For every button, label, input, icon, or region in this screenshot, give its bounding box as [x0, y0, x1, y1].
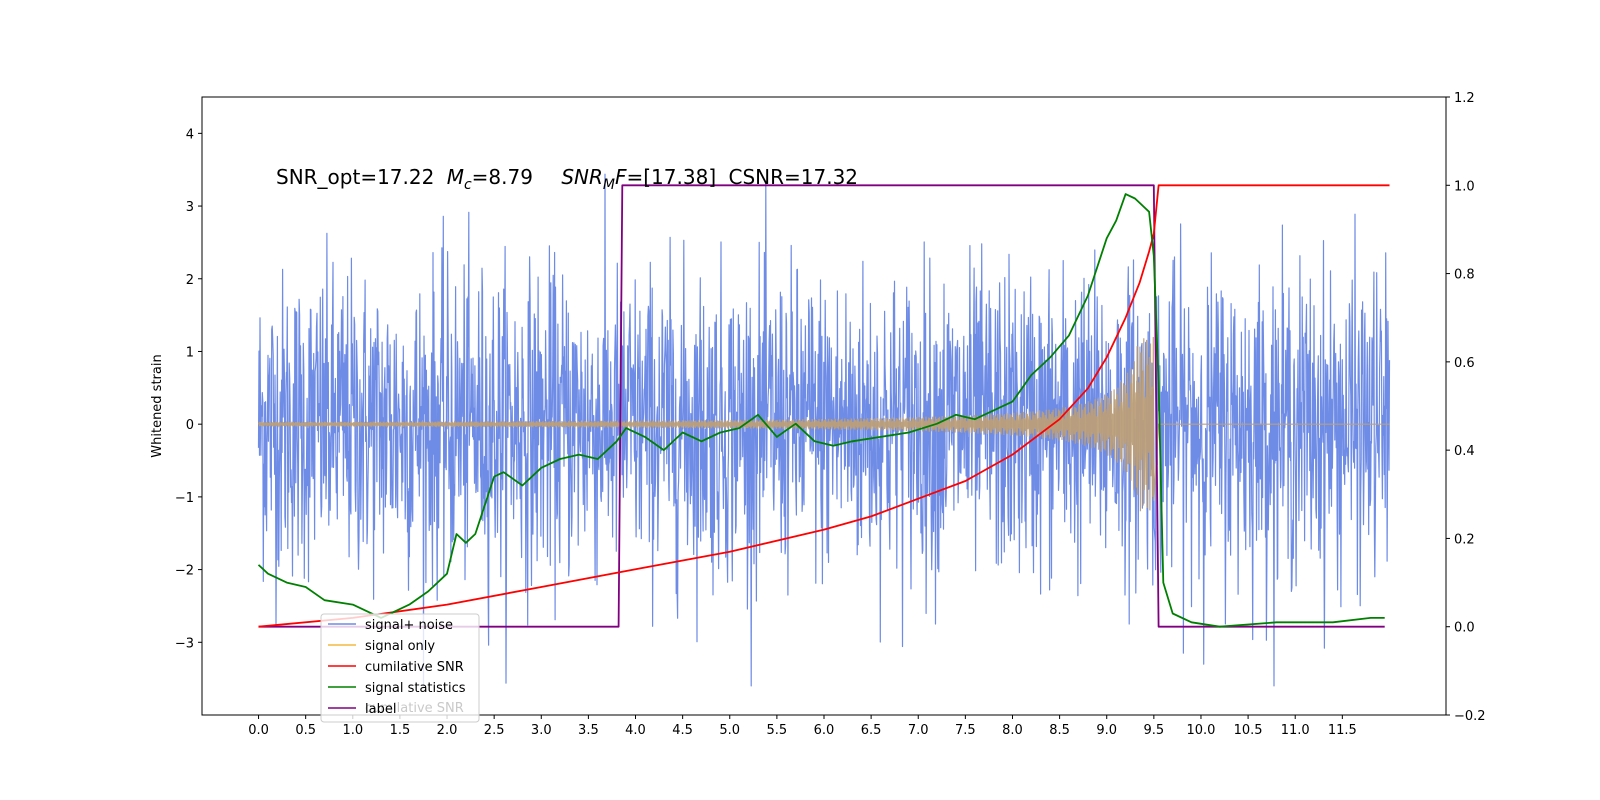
y-right-tick-label: 0.6 — [1454, 356, 1475, 371]
x-tick-label: 0.5 — [295, 723, 316, 738]
legend: cumilative SNR signal+ noise signal only… — [320, 613, 480, 723]
signal-only-line — [257, 336, 1390, 512]
x-tick-label: 7.0 — [908, 723, 929, 738]
y-left-tick-label: 4 — [186, 127, 194, 142]
x-tick-label: 11.5 — [1328, 723, 1357, 738]
mc-sub: c — [464, 177, 472, 193]
x-tick-label: 4.5 — [672, 723, 693, 738]
legend-ghost-text: cumilative SNR — [365, 701, 464, 716]
line-series-group — [257, 184, 1390, 628]
legend-label-signal-noise: signal+ noise — [365, 618, 453, 633]
signal-only-series — [257, 336, 1390, 512]
y-right-tick-label: 0.0 — [1454, 621, 1475, 636]
x-axis: 0.0 0.5 1.0 1.5 2.0 2.5 3.0 3.5 4.0 4.5 5.0 5.5 6.0 6… — [248, 715, 1357, 738]
snr-annotation: SNR_opt=17.22 Mc=8.79 SNRMF=[17.38] CSNR… — [276, 165, 858, 193]
x-tick-label: 1.5 — [390, 723, 411, 738]
y-axis-label: Whitened strain — [150, 354, 165, 457]
x-tick-label: 2.0 — [437, 723, 458, 738]
y-left-tick-label: −2 — [175, 564, 194, 579]
snr-mf-value: =[17.38] — [627, 165, 717, 189]
x-tick-label: 0.0 — [248, 723, 269, 738]
x-tick-label: 10.0 — [1186, 723, 1215, 738]
x-tick-label: 4.0 — [625, 723, 646, 738]
x-tick-label: 3.5 — [578, 723, 599, 738]
x-tick-label: 6.5 — [861, 723, 882, 738]
x-tick-label: 1.0 — [342, 723, 363, 738]
y-axis-left: −3 −2 −1 0 1 2 3 4 — [175, 127, 202, 651]
y-left-tick-label: −3 — [175, 636, 194, 651]
legend-label-signal-statistics: signal statistics — [365, 681, 466, 696]
y-left-tick-label: 1 — [186, 345, 194, 360]
mc-symbol: M — [447, 165, 464, 189]
x-tick-label: 8.5 — [1049, 723, 1070, 738]
y-right-tick-label: 0.4 — [1454, 444, 1475, 459]
snr-mf-rest: F — [615, 165, 627, 189]
y-left-tick-label: 0 — [186, 418, 194, 433]
x-tick-label: 5.5 — [767, 723, 788, 738]
legend-label-cumilative-snr: cumilative SNR — [365, 660, 464, 675]
x-tick-label: 8.0 — [1002, 723, 1023, 738]
signal-noise-line — [257, 173, 1391, 687]
y-right-tick-label: −0.2 — [1454, 709, 1486, 724]
x-tick-label: 5.0 — [719, 723, 740, 738]
cumilative-snr-line — [258, 184, 1390, 628]
y-left-tick-label: −1 — [175, 491, 194, 506]
y-left-tick-label: 3 — [186, 200, 194, 215]
label-line — [258, 184, 1385, 628]
snr-opt-text: SNR_opt=17.22 — [276, 165, 434, 189]
y-left-tick-label: 2 — [186, 273, 194, 288]
legend-label-label: label — [365, 702, 396, 717]
x-tick-label: 3.0 — [531, 723, 552, 738]
y-right-tick-label: 0.2 — [1454, 532, 1475, 547]
y-right-tick-label: 0.8 — [1454, 268, 1475, 283]
x-tick-label: 9.0 — [1096, 723, 1117, 738]
legend-label-signal-only: signal only — [365, 639, 435, 654]
y-axis-right: −0.2 0.0 0.2 0.4 0.6 0.8 1.0 1.2 — [1446, 91, 1486, 724]
snr-mf-symbol: SNR — [561, 165, 603, 189]
x-tick-label: 7.5 — [955, 723, 976, 738]
y-right-tick-label: 1.0 — [1454, 179, 1475, 194]
x-tick-label: 11.0 — [1281, 723, 1310, 738]
x-tick-label: 9.5 — [1144, 723, 1165, 738]
csnr-text: CSNR=17.32 — [728, 165, 858, 189]
y-right-tick-label: 1.2 — [1454, 91, 1475, 106]
snr-mf-sub: M — [603, 177, 615, 193]
signal-noise-series — [257, 173, 1391, 687]
mc-value: =8.79 — [472, 165, 533, 189]
x-tick-label: 6.0 — [814, 723, 835, 738]
x-tick-label: 10.5 — [1234, 723, 1263, 738]
x-tick-label: 2.5 — [484, 723, 505, 738]
signal-statistics-line — [257, 193, 1385, 628]
